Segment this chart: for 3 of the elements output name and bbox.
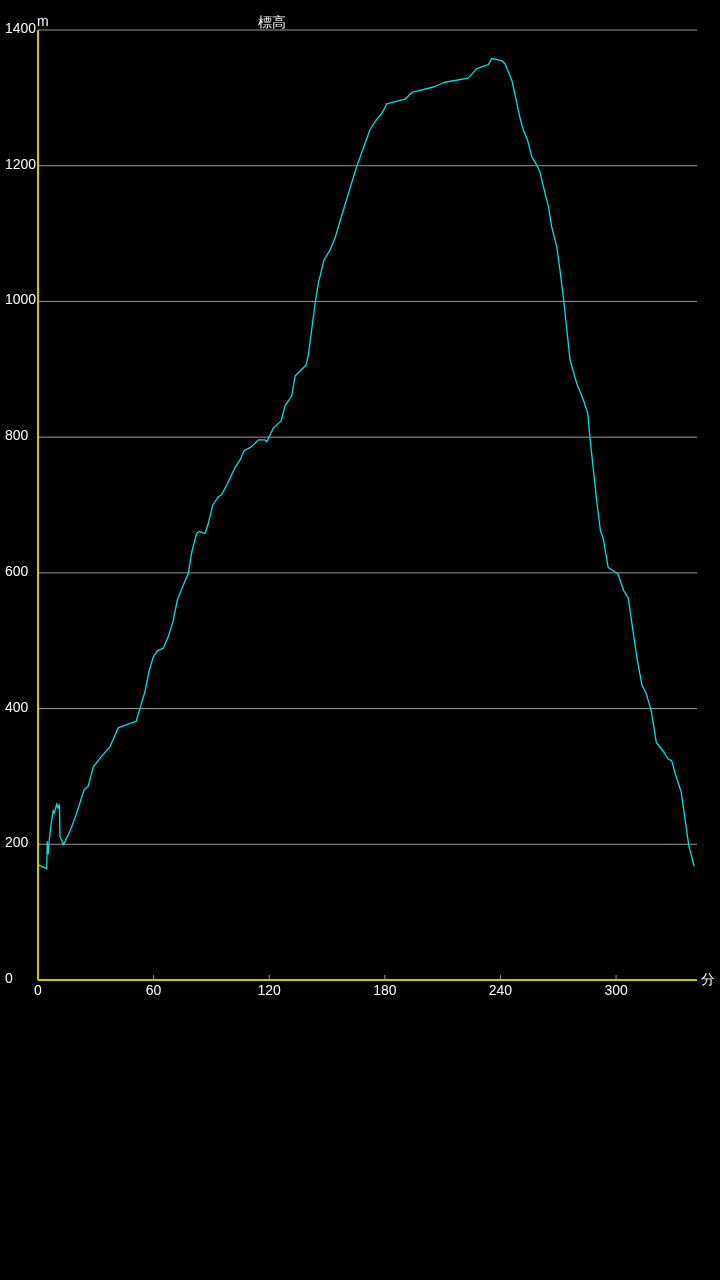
title: 標高 <box>258 14 286 30</box>
xlabel: 分 <box>701 971 715 987</box>
ylabel: m <box>37 13 49 29</box>
